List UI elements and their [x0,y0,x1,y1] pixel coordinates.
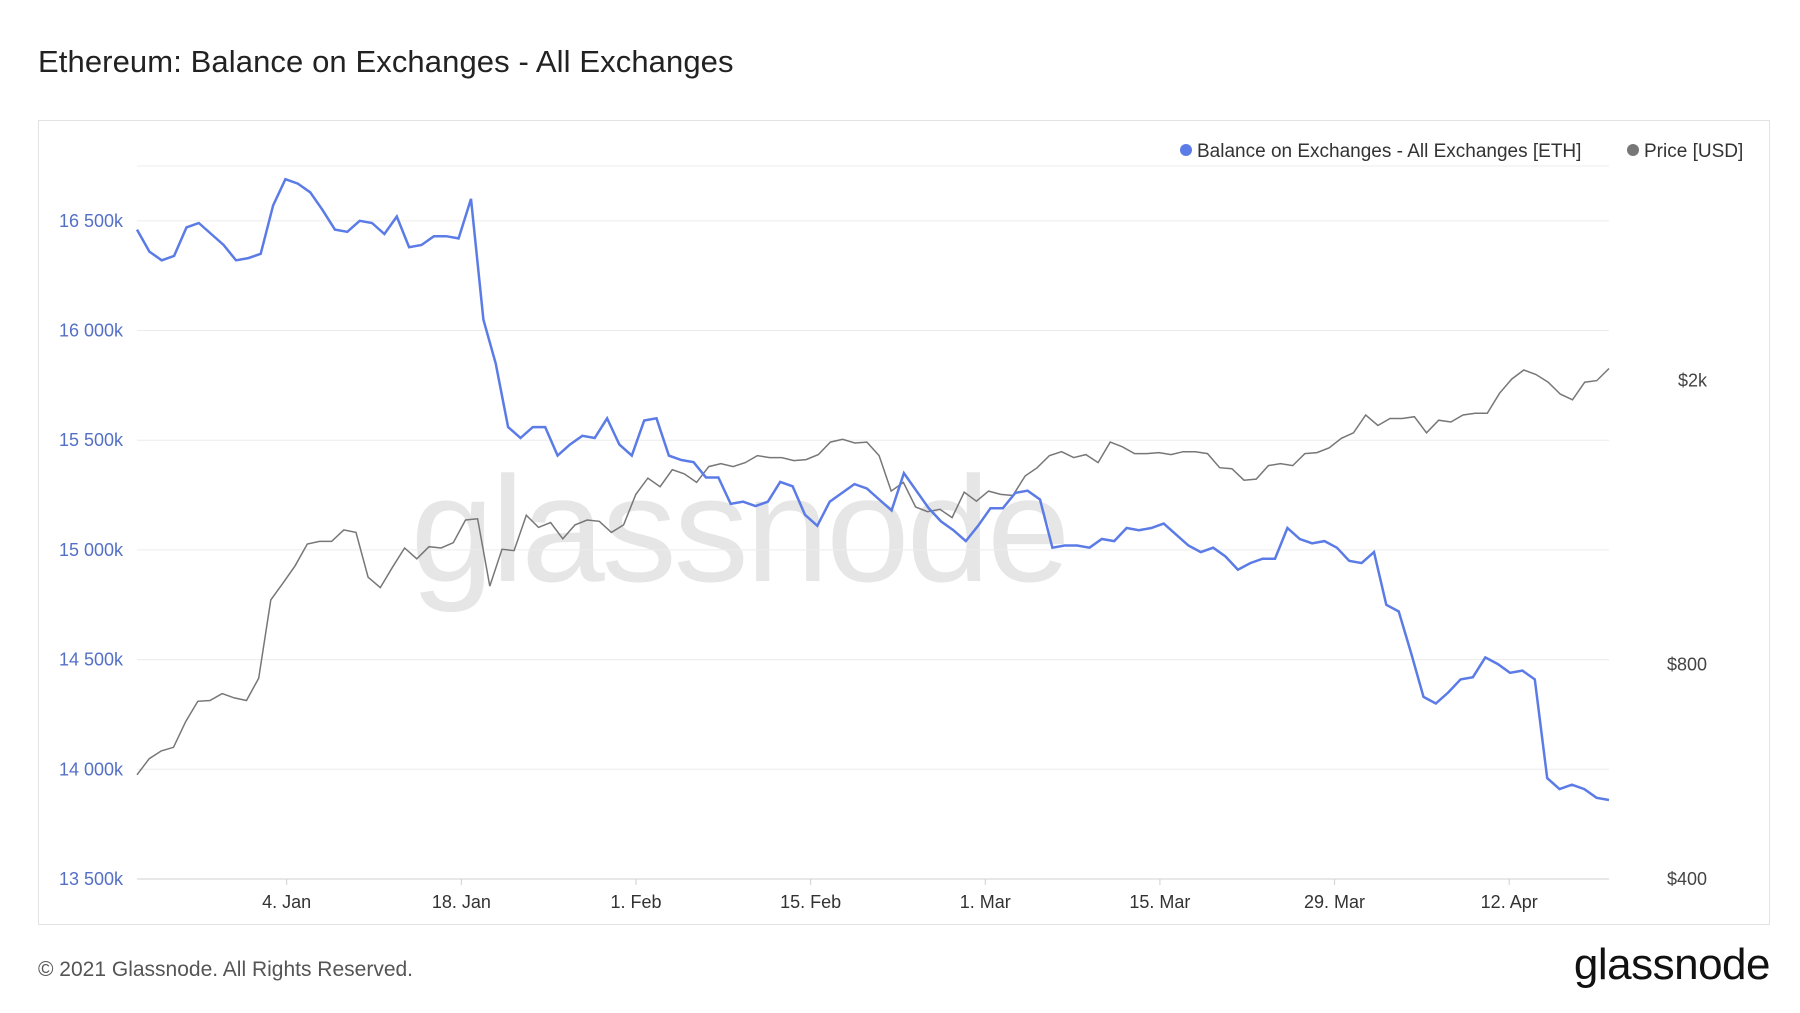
right-axis-tick-label: $2k [1678,371,1708,391]
right-axis-tick-label: $800 [1667,654,1707,674]
left-axis-tick-label: 16 500k [59,211,124,231]
x-axis-tick-label: 18. Jan [432,892,491,912]
left-axis-tick-label: 14 500k [59,650,124,670]
copyright-footer: © 2021 Glassnode. All Rights Reserved. [38,958,414,981]
x-axis-tick-label: 1. Feb [610,892,661,912]
x-axis-tick-label: 4. Jan [262,892,311,912]
x-axis-tick-label: 15. Feb [780,892,841,912]
x-axis-tick-label: 29. Mar [1304,892,1365,912]
left-axis-tick-label: 15 000k [59,540,124,560]
x-axis-tick-label: 15. Mar [1129,892,1190,912]
x-axis-tick-label: 12. Apr [1481,892,1538,912]
glassnode-logo: glassnode [1573,940,1771,989]
legend: Balance on Exchanges - All Exchanges [ET… [1180,141,1743,162]
legend-item-balance[interactable]: Balance on Exchanges - All Exchanges [ET… [1197,141,1581,162]
right-axis-tick-label: $400 [1667,869,1707,889]
balance-line [135,177,1610,802]
price-line [136,367,1610,776]
x-axis-tick-label: 1. Mar [960,892,1011,912]
watermark: glassnode [411,445,1068,613]
legend-marker-balance [1180,144,1192,156]
left-axis-tick-label: 13 500k [59,869,124,889]
left-axis-tick-label: 15 500k [59,430,124,450]
chart-title: Ethereum: Balance on Exchanges - All Exc… [38,44,734,79]
legend-item-price[interactable]: Price [USD] [1644,141,1743,162]
chart-svg: glassnode 13 500k 14 000k 14 500k 15 000k 15… [59,141,1743,912]
legend-marker-price [1627,144,1639,156]
left-axis-tick-label: 16 000k [59,321,124,341]
left-axis-tick-label: 14 000k [59,759,124,779]
chart-panel: glassnode 13 500k 14 000k 14 500k 15 000k 15… [38,120,1770,925]
